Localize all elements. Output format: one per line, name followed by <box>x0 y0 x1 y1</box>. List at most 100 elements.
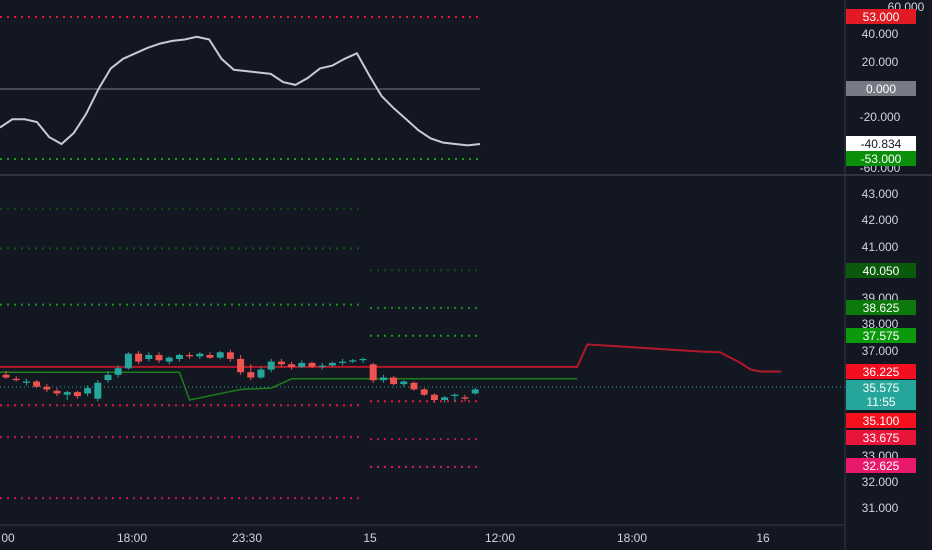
candle-body <box>145 355 153 359</box>
oscillator-pane[interactable] <box>0 16 481 160</box>
oscillator-value-tag-text: -40.834 <box>861 137 902 151</box>
price-tick: 37.000 <box>862 344 899 358</box>
candle-body <box>328 362 336 366</box>
price-pane[interactable] <box>0 207 845 500</box>
candle <box>471 388 479 395</box>
candle-body <box>430 394 438 400</box>
candle-body <box>237 358 245 373</box>
candle-body <box>400 381 408 385</box>
candle <box>186 352 194 359</box>
candle-body <box>63 392 71 395</box>
candle-body <box>410 382 418 390</box>
level-tag <box>846 430 916 445</box>
candle-body <box>379 377 387 381</box>
candle-body <box>43 386 51 390</box>
price-tick: 32.000 <box>862 475 899 489</box>
candle <box>308 361 316 369</box>
candle-body <box>124 353 132 369</box>
candle <box>165 356 173 365</box>
candle <box>206 352 214 359</box>
candle <box>43 384 51 393</box>
candle <box>247 364 255 381</box>
candle-body <box>216 352 224 358</box>
last-price-tag-text: 35.575 <box>863 381 900 395</box>
zero-tag-text: 0.000 <box>866 82 896 96</box>
zero-tag <box>846 81 916 96</box>
price-tick: 41.000 <box>862 240 899 254</box>
candle <box>124 352 132 370</box>
candle-body <box>359 358 367 361</box>
candle-body <box>12 378 20 381</box>
time-tick: 00 <box>1 531 15 545</box>
candle <box>359 357 367 363</box>
level-tag-text: 32.625 <box>863 459 900 473</box>
candle <box>267 358 275 373</box>
level-tag <box>846 364 916 379</box>
price-tick: 42.000 <box>862 213 899 227</box>
candle <box>379 374 387 383</box>
candle-body <box>441 397 449 400</box>
candle <box>390 376 398 386</box>
overbought-tag-text: 53.000 <box>863 10 900 24</box>
level-tag <box>846 300 916 315</box>
candle-body <box>165 357 173 362</box>
candle <box>226 349 234 362</box>
candle-body <box>196 353 204 357</box>
candle-body <box>318 365 326 367</box>
oscillator-line <box>0 35 481 147</box>
oversold-tag-text: -53.000 <box>861 152 902 166</box>
candle-body <box>206 355 214 358</box>
candle <box>328 361 336 367</box>
candle-body <box>175 355 183 359</box>
candle-body <box>349 360 357 362</box>
price-axis[interactable]: 43.000 42.000 41.000 39.000 38.000 37.00… <box>846 187 916 515</box>
candle-body <box>2 374 10 378</box>
candle <box>349 358 357 363</box>
bar-countdown-text: 11:55 <box>866 395 895 409</box>
oversold-tag <box>846 151 916 166</box>
candle-body <box>420 389 428 395</box>
candle <box>339 358 347 366</box>
candle-body <box>186 355 194 357</box>
candle-body <box>247 372 255 378</box>
candle-body <box>390 377 398 385</box>
candle-body <box>267 361 275 370</box>
time-axis[interactable]: 00 18:00 23:30 15 12:00 18:00 16 <box>1 531 770 545</box>
candle <box>410 381 418 391</box>
oscillator-value-tag <box>846 136 916 151</box>
oscillator-axis[interactable]: 60.000 40.000 20.000 -20.000 -60.000 53.… <box>846 0 925 175</box>
candle-body <box>288 364 296 367</box>
signal-levels <box>0 207 482 500</box>
candle <box>2 370 10 379</box>
candle-body <box>339 361 347 363</box>
level-tag <box>846 458 916 473</box>
candlesticks <box>2 349 479 403</box>
candle <box>175 353 183 362</box>
candle <box>420 388 428 397</box>
candle-body <box>277 361 285 365</box>
candle-body <box>73 392 81 397</box>
candle-body <box>298 362 306 367</box>
level-tag-text: 40.050 <box>863 264 900 278</box>
candle-body <box>114 368 122 375</box>
osc-tick: 40.000 <box>862 27 899 41</box>
candle-body <box>104 374 112 381</box>
candle-body <box>226 352 234 359</box>
candle <box>12 376 20 382</box>
time-tick: 18:00 <box>117 531 147 545</box>
time-tick: 12:00 <box>485 531 515 545</box>
candle-body <box>53 390 61 394</box>
level-tag-text: 33.675 <box>863 431 900 445</box>
candle-body <box>308 362 316 367</box>
time-tick: 18:00 <box>617 531 647 545</box>
candle-body <box>33 381 41 387</box>
candle <box>237 355 245 375</box>
level-tag <box>846 328 916 343</box>
candle-body <box>22 381 30 383</box>
trailing-stop-red-line <box>0 343 782 373</box>
candle <box>155 352 163 363</box>
candle <box>216 351 224 359</box>
price-tick: 31.000 <box>862 501 899 515</box>
level-tag-text: 36.225 <box>863 365 900 379</box>
